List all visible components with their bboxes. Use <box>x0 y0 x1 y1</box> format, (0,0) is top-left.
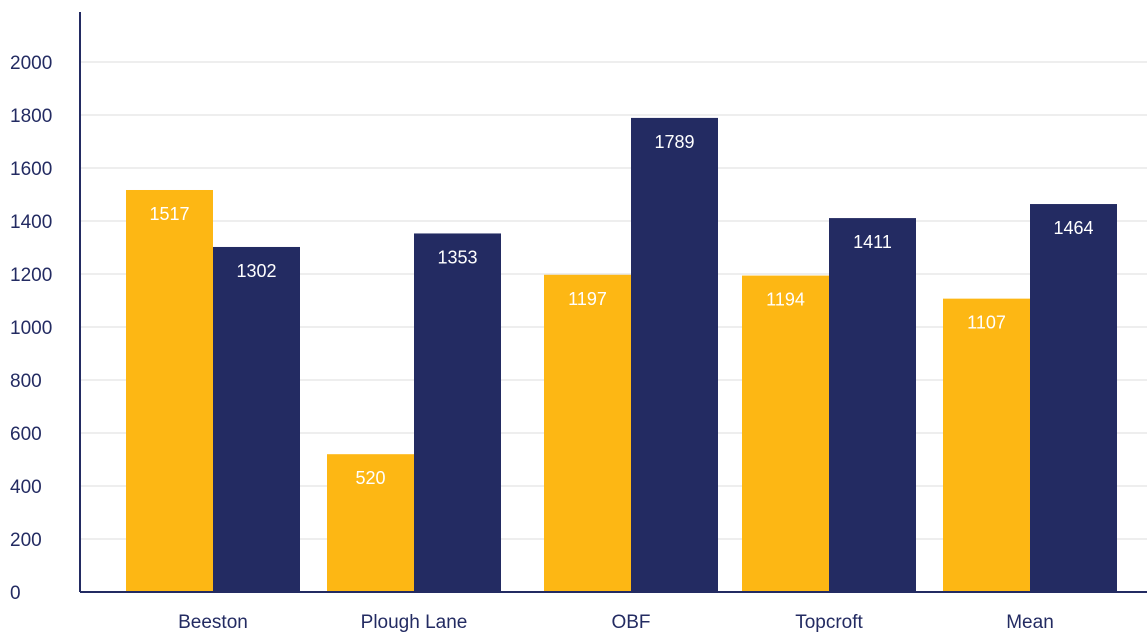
data-label: 1411 <box>853 232 892 252</box>
bar-series-2-obf <box>631 117 718 592</box>
data-label: 1517 <box>149 204 189 224</box>
x-tick-label: Mean <box>1006 612 1054 633</box>
y-tick-labels: 0 200 400 600 800 1000 1200 1400 1600 1800 2000 <box>10 53 52 604</box>
y-tick-label: 600 <box>10 424 42 445</box>
bar-series-1-mean <box>943 298 1030 592</box>
y-tick-label: 1000 <box>10 318 52 339</box>
data-label: 1789 <box>654 132 694 152</box>
data-labels: 1517 1302 520 1353 1197 1789 1194 1411 1107 1464 <box>149 132 1093 488</box>
data-label: 520 <box>355 468 385 488</box>
x-tick-label: Topcroft <box>795 612 863 633</box>
bar-series-2-plough-lane <box>414 233 501 592</box>
data-label: 1302 <box>236 261 276 281</box>
y-tick-label: 1400 <box>10 212 52 233</box>
y-tick-label: 200 <box>10 530 42 551</box>
bars <box>126 117 1117 593</box>
y-tick-label: 1800 <box>10 106 52 127</box>
bar-series-1-topcroft <box>742 275 829 592</box>
data-label: 1107 <box>967 313 1006 333</box>
axes <box>79 12 1147 593</box>
bar-series-2-topcroft <box>829 218 916 592</box>
y-tick-label: 400 <box>10 477 42 498</box>
bar-series-2-mean <box>1030 204 1117 593</box>
y-tick-label: 2000 <box>10 53 52 74</box>
y-tick-label: 1600 <box>10 159 52 180</box>
data-label: 1464 <box>1053 218 1093 238</box>
data-label: 1197 <box>568 289 607 309</box>
bar-series-1-plough-lane <box>327 454 414 592</box>
y-tick-label: 0 <box>10 583 21 604</box>
data-label: 1194 <box>766 290 805 310</box>
data-label: 1353 <box>437 247 477 267</box>
bar-series-1-obf <box>544 274 631 592</box>
bar-series-1-beeston <box>126 189 213 592</box>
x-tick-label: Beeston <box>178 612 248 633</box>
y-tick-label: 800 <box>10 371 42 392</box>
bar-series-2-beeston <box>213 246 300 592</box>
y-tick-label: 1200 <box>10 265 52 286</box>
x-tick-label: Plough Lane <box>361 612 468 633</box>
x-tick-label: OBF <box>611 612 650 633</box>
x-tick-labels: Beeston Plough Lane OBF Topcroft Mean <box>178 612 1054 633</box>
